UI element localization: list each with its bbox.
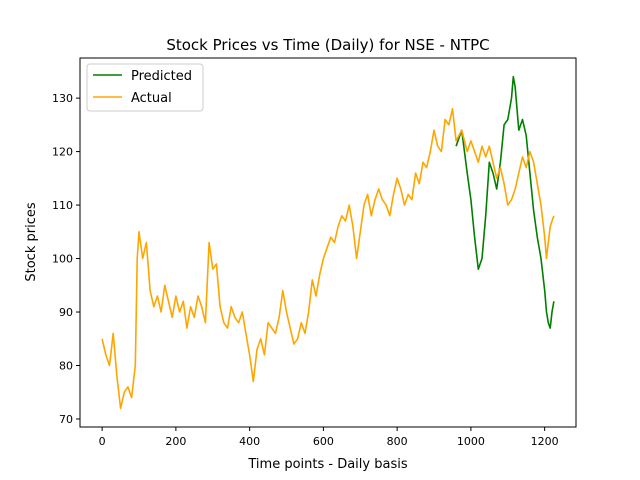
x-axis-label: Time points - Daily basis	[247, 457, 407, 472]
x-tick-label: 400	[239, 435, 260, 448]
chart-title: Stock Prices vs Time (Daily) for NSE - N…	[166, 36, 489, 54]
y-axis-label: Stock prices	[24, 202, 39, 281]
y-tick-label: 130	[52, 92, 73, 105]
series-line-actual	[101, 108, 555, 410]
series-layer	[101, 75, 555, 410]
axes-frame	[79, 57, 577, 428]
x-axis-ticks: 0 200 400 600 800 1000 1200	[99, 427, 559, 448]
y-tick-label: 70	[59, 413, 73, 426]
x-tick-label: 0	[99, 435, 106, 448]
y-tick-label: 110	[52, 199, 73, 212]
legend-label-predicted: Predicted	[131, 69, 192, 84]
x-tick-label: 1200	[531, 435, 559, 448]
legend: Predicted Actual	[86, 63, 204, 112]
x-tick-label: 800	[387, 435, 408, 448]
y-tick-label: 120	[52, 146, 73, 159]
y-tick-label: 100	[52, 253, 73, 266]
y-tick-label: 80	[59, 360, 73, 373]
x-tick-label: 200	[165, 435, 186, 448]
x-tick-label: 1000	[457, 435, 485, 448]
plot-area	[79, 57, 577, 428]
y-axis-ticks: 70 80 90 100 110 120 130	[52, 92, 80, 426]
y-tick-label: 90	[59, 306, 73, 319]
x-tick-label: 600	[313, 435, 334, 448]
series-line-predicted	[455, 75, 555, 329]
legend-label-actual: Actual	[131, 91, 172, 106]
